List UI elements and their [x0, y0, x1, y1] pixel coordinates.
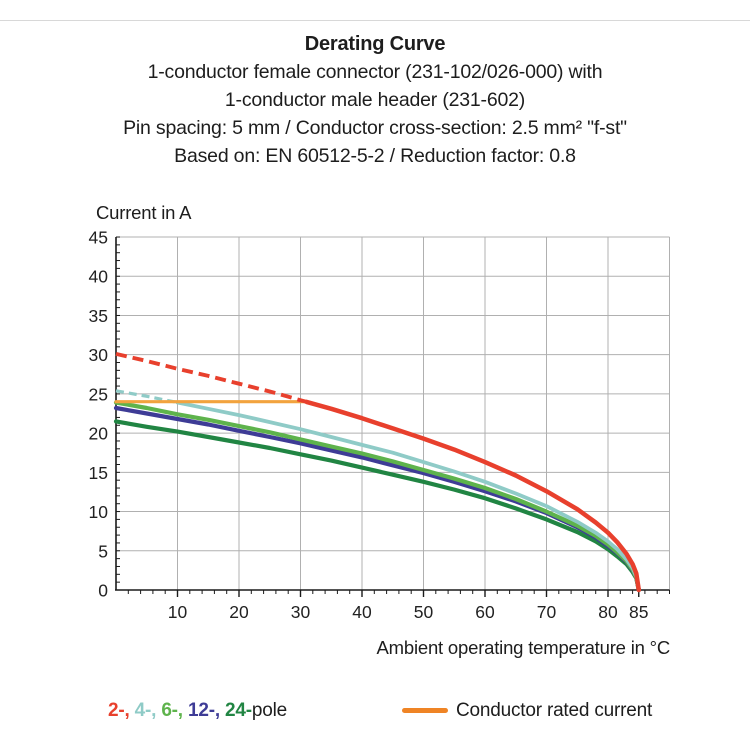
y-tick-label: 40	[89, 267, 109, 287]
chart-subtitle-standard: Based on: EN 60512-5-2 / Reduction facto…	[174, 145, 576, 167]
legend-pole-4: 4-,	[134, 700, 162, 721]
legend-pole-2: 2-,	[108, 700, 135, 721]
y-tick-label: 35	[89, 306, 108, 326]
y-tick-label: 20	[89, 424, 109, 444]
y-axis-title: Current in A	[96, 202, 192, 223]
chart-subtitle-header: 1-conductor male header (231-602)	[224, 89, 526, 111]
y-tick-label: 10	[89, 502, 109, 522]
poles-legend: 2-, 4-, 6-, 12-, 24-pole	[108, 700, 287, 722]
x-tick-label: 10	[168, 602, 188, 622]
legend-pole-6: 6-,	[161, 700, 188, 721]
chart-title: Derating Curve	[304, 33, 446, 55]
rated-current-label: Conductor rated current	[456, 700, 653, 721]
x-tick-label: 70	[537, 602, 557, 622]
top-divider	[0, 20, 750, 21]
x-tick-label: 30	[291, 602, 311, 622]
curve-2-pole-dashed	[115, 351, 308, 404]
chart-subtitle-pin-spacing: Pin spacing: 5 mm / Conductor cross-sect…	[123, 117, 627, 139]
legend-pole-24: 24-	[225, 700, 252, 721]
chart-legend: 2-, 4-, 6-, 12-, 24-pole Conductor rated…	[0, 700, 750, 730]
x-tick-label: 40	[352, 602, 372, 622]
legend-pole-12: 12-,	[187, 700, 225, 721]
y-tick-label: 0	[98, 581, 108, 601]
y-tick-label: 25	[89, 384, 108, 404]
y-tick-label: 5	[98, 541, 108, 561]
x-tick-label: 60	[475, 602, 495, 622]
x-tick-label: 80	[598, 602, 618, 622]
x-tick-label: 50	[414, 602, 434, 622]
chart-subtitle-connector: 1-conductor female connector (231-102/02…	[147, 61, 603, 83]
x-tick-label: 85	[629, 602, 648, 622]
curve-2-pole	[304, 399, 642, 593]
derating-chart-svg: 0 5 10 15 20 25 30 35 40 45 10 20 30 40 50 60 70 80 85	[89, 228, 670, 622]
rated-current-swatch-icon	[402, 708, 448, 713]
x-axis-title: Ambient operating temperature in °C	[376, 637, 671, 658]
y-tick-label: 15	[89, 463, 108, 483]
curve-4-pole	[175, 400, 641, 592]
y-tick-label: 45	[89, 228, 108, 248]
x-tick-label: 20	[229, 602, 249, 622]
legend-pole-suffix: pole	[251, 700, 287, 721]
curve-24-pole	[113, 419, 641, 593]
y-tick-label: 30	[89, 345, 109, 365]
chart-header: Derating Curve 1-conductor female connec…	[0, 30, 750, 170]
curve-6-pole	[113, 400, 641, 593]
